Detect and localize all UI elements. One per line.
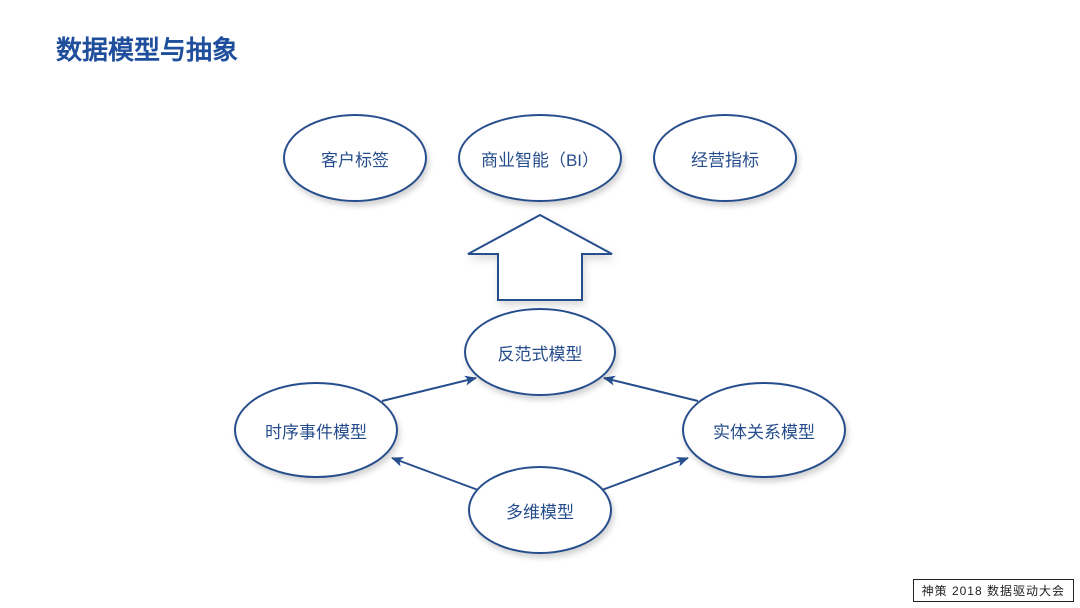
node-label: 反范式模型 [498, 340, 583, 365]
node-bi: 商业智能（BI） [458, 114, 622, 202]
edge-arrow [602, 458, 688, 490]
node-customer-tag: 客户标签 [283, 114, 427, 202]
big-up-arrow [468, 215, 612, 300]
node-label: 经营指标 [691, 146, 759, 171]
node-entity-rel: 实体关系模型 [682, 382, 846, 478]
node-label: 时序事件模型 [265, 418, 367, 443]
node-anti-normal: 反范式模型 [464, 308, 616, 396]
node-time-series: 时序事件模型 [234, 382, 398, 478]
footer-badge: 神策 2018 数据驱动大会 [913, 579, 1074, 602]
node-label: 实体关系模型 [713, 418, 815, 443]
node-kpi: 经营指标 [653, 114, 797, 202]
footer-text: 神策 2018 数据驱动大会 [922, 584, 1065, 598]
node-multi-dim: 多维模型 [468, 466, 612, 554]
node-label: 客户标签 [321, 146, 389, 171]
node-label: 多维模型 [506, 498, 574, 523]
edge-arrow [392, 458, 478, 490]
node-label: 商业智能（BI） [481, 146, 599, 171]
edge-arrow [382, 378, 476, 401]
slide-title: 数据模型与抽象 [56, 30, 238, 67]
edge-arrow [604, 378, 698, 401]
